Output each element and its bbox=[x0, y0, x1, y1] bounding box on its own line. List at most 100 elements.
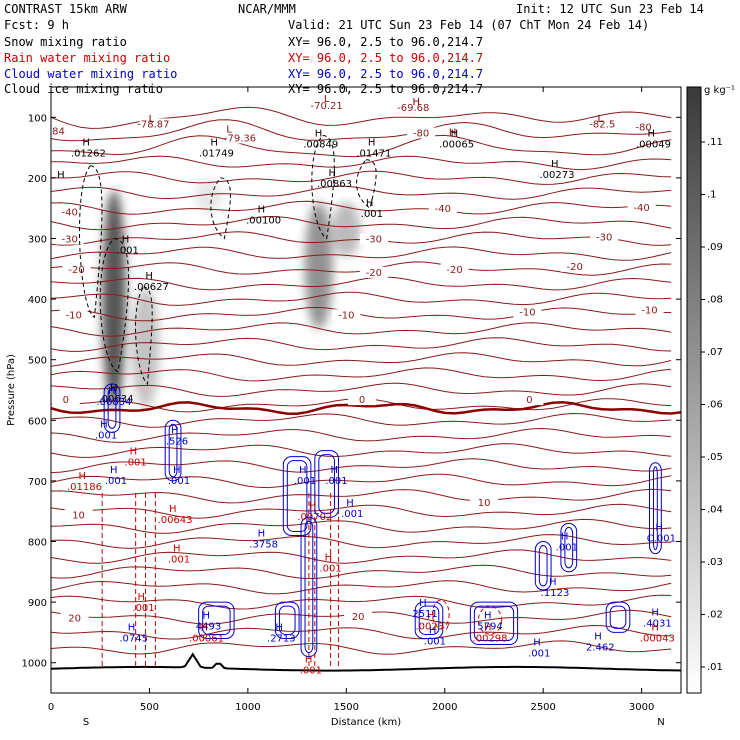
extremum-marker: H bbox=[57, 170, 65, 181]
cloud-water-contour bbox=[282, 456, 312, 536]
cloud-water-contour bbox=[103, 383, 121, 433]
temperature-label-bg bbox=[588, 118, 617, 130]
temperature-isoline bbox=[51, 640, 672, 655]
colorbar-tick-label: .03 bbox=[707, 557, 723, 568]
rain-max-label-marker: H bbox=[305, 655, 313, 666]
temperature-label-bg bbox=[348, 394, 377, 406]
temperature-label-bg bbox=[51, 125, 71, 137]
temperature-isoline bbox=[51, 458, 672, 474]
snow-plume bbox=[131, 286, 160, 409]
cloud-max-label-marker: H bbox=[330, 465, 338, 476]
rain-max-label-marker: H bbox=[309, 501, 317, 512]
snow-max-label: .01749 bbox=[199, 149, 234, 160]
y-tick-label: 600 bbox=[28, 416, 47, 427]
colorbar-tick-label: .01 bbox=[707, 662, 723, 673]
temperature-label-bg bbox=[312, 100, 341, 112]
temperature-isoline bbox=[51, 155, 672, 171]
temperature-label: -40 bbox=[62, 207, 78, 218]
temperature-isoline bbox=[51, 580, 672, 595]
temperature-label: -82.5 bbox=[589, 119, 615, 130]
rain-contour bbox=[477, 605, 503, 635]
rain-max-label-marker: H bbox=[169, 504, 177, 515]
cloud-water-contour-inner bbox=[278, 605, 296, 635]
colorbar-unit: g kg⁻¹ bbox=[704, 85, 735, 96]
field-cloudwater-xy: XY= 96.0, 2.5 to 96.0,214.7 bbox=[288, 67, 483, 81]
temperature-isoline bbox=[51, 488, 672, 504]
cloud-water-contour bbox=[198, 601, 235, 639]
rain-max-label-marker: H bbox=[138, 592, 146, 603]
temperature-isoline bbox=[51, 594, 672, 610]
cloud-max-label-marker: H bbox=[484, 610, 492, 621]
cloud-water-contour-inner bbox=[304, 520, 314, 654]
temperature-label: 0 bbox=[63, 395, 69, 406]
temperature-isoline bbox=[51, 170, 672, 185]
snow-max-label: .00273 bbox=[539, 170, 574, 181]
snow-max-label-marker: H bbox=[451, 129, 459, 140]
snow-max-label: .00634 bbox=[98, 394, 133, 405]
temperature-isoline bbox=[51, 337, 672, 352]
temperature-label: -79.36 bbox=[224, 133, 256, 144]
extremum-marker: L bbox=[149, 114, 155, 125]
temperature-label: 10 bbox=[72, 510, 85, 521]
temperature-label: -70.21 bbox=[311, 101, 343, 112]
cloud-ice-contour bbox=[79, 165, 103, 319]
temperature-label: -69.68 bbox=[397, 103, 429, 114]
temperature-label: -10 bbox=[641, 305, 657, 316]
cloud-water-contour-inner bbox=[318, 454, 335, 514]
center-title: NCAR/MMM bbox=[238, 2, 296, 16]
cloud-max-label-marker: H bbox=[128, 622, 136, 633]
temperature-label: -30 bbox=[62, 235, 78, 246]
colorbar-tick-label: .02 bbox=[707, 610, 723, 621]
cloud-ice-contours bbox=[79, 134, 377, 385]
temperature-isoline bbox=[51, 412, 672, 428]
temperature-label-bg bbox=[226, 132, 254, 144]
temperature-label-bg bbox=[629, 121, 658, 133]
snow-plume bbox=[102, 190, 126, 409]
cloud-water-contour bbox=[534, 541, 552, 591]
cloud-water-contour-inner bbox=[168, 423, 178, 478]
temperature-isoline bbox=[51, 367, 672, 382]
snow-max-label-marker: H bbox=[551, 159, 559, 170]
cloud-water-contour-inner bbox=[107, 387, 117, 429]
cloud-max-label-marker: H bbox=[594, 631, 602, 642]
temperature-label: -20 bbox=[446, 265, 462, 276]
cloud-water-contour-inner bbox=[564, 526, 574, 569]
temperature-isoline bbox=[51, 534, 672, 549]
cloud-max-label-marker: H bbox=[171, 425, 179, 436]
field-snow-name: Snow mixing ratio bbox=[4, 35, 127, 49]
y-tick-label: 700 bbox=[28, 477, 47, 488]
extremum-marker: H bbox=[449, 127, 457, 138]
rain-max-label: .001 bbox=[319, 564, 341, 575]
temperature-label: -20 bbox=[366, 268, 382, 279]
cloud-max-label: 2511 bbox=[412, 609, 437, 620]
cloud-max-label-marker: H bbox=[299, 465, 307, 476]
init-time: Init: 12 UTC Sun 23 Feb 14 bbox=[516, 2, 704, 16]
snow-plume bbox=[304, 202, 333, 330]
cloud-water-contour bbox=[469, 601, 519, 646]
cloud-max-label-marker: H bbox=[561, 532, 569, 543]
extremum-marker: L bbox=[597, 114, 603, 125]
temperature-label: 10 bbox=[478, 498, 491, 509]
snow-max-label: .01262 bbox=[71, 149, 106, 160]
temperature-label-bg bbox=[407, 127, 436, 139]
temperature-label: 0 bbox=[526, 395, 532, 406]
cloud-water-contour bbox=[649, 462, 662, 555]
rain-contours bbox=[101, 493, 503, 669]
x-axis-label: Distance (km) bbox=[331, 717, 401, 728]
temperature-isoline bbox=[51, 291, 672, 306]
field-cloudwater-name: Cloud water mixing ratio bbox=[4, 67, 177, 81]
temperature-isoline bbox=[51, 503, 672, 519]
temperature-label-bg bbox=[332, 309, 361, 321]
temperature-label: 20 bbox=[352, 612, 365, 623]
x-tick-label: 0 bbox=[48, 702, 54, 713]
temperature-label-bg bbox=[428, 203, 457, 215]
rain-max-label: .001 bbox=[132, 603, 154, 614]
snow-max-label: .001 bbox=[361, 209, 383, 220]
extremum-marker: L bbox=[324, 94, 330, 105]
cloud-ice-contour bbox=[210, 177, 231, 240]
temperature-isoline bbox=[51, 215, 672, 231]
colorbar-tick-label: .07 bbox=[707, 347, 723, 358]
colorbar-tick-label: .1 bbox=[707, 190, 717, 201]
snow-max-label-marker: H bbox=[145, 271, 153, 282]
